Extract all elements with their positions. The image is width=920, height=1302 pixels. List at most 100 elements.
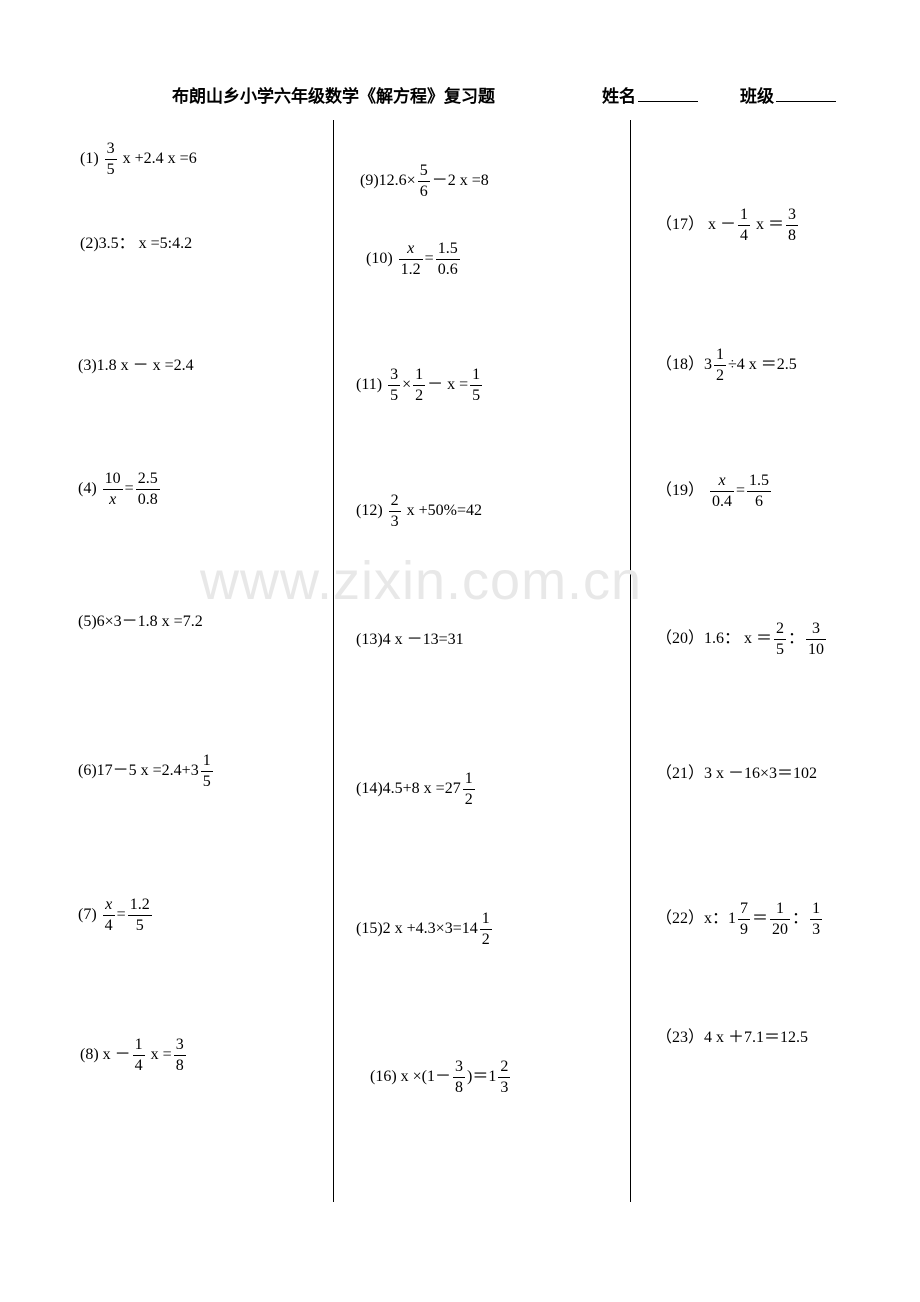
problem-20: （20）1.6： x ＝25：310 (656, 620, 828, 658)
frac-num: 1 (413, 366, 425, 386)
expr-text: )＝1 (467, 1068, 496, 1085)
frac-num: 2 (389, 492, 401, 512)
expr-text: 4 x －13=31 (383, 631, 464, 648)
problem-2: (2)3.5： x =5:4.2 (80, 236, 192, 252)
problem-label: （20） (656, 630, 704, 647)
fraction: 1.56 (747, 472, 771, 510)
expr-text: 1.8 x － x =2.4 (97, 357, 194, 374)
fraction: 15 (470, 366, 482, 404)
problem-3: (3)1.8 x － x =2.4 (78, 358, 194, 374)
frac-num: 10 (103, 470, 123, 490)
fraction: 38 (174, 1036, 186, 1074)
class-blank (776, 87, 836, 102)
problem-label: (5) (78, 613, 97, 630)
problem-label: (8) (80, 1046, 99, 1063)
fraction: x1.2 (399, 240, 423, 278)
frac-den: 4 (133, 1056, 145, 1075)
expr-text: 6×3－1.8 x =7.2 (97, 613, 203, 630)
fraction: 12 (463, 770, 475, 808)
frac-den: 0.8 (136, 490, 160, 509)
frac-num: x (399, 240, 423, 260)
frac-den: 6 (418, 182, 430, 201)
problem-label: (14) (356, 780, 383, 797)
expr-text: x ＝ (752, 216, 784, 233)
frac-den: 1.2 (399, 260, 423, 279)
expr-text: 4.5+8 x =27 (383, 780, 461, 797)
eq-sign: = (736, 482, 745, 499)
expr-text: －2 x =8 (432, 172, 489, 189)
expr-text: － x = (427, 376, 468, 393)
problem-label: （18） (656, 356, 704, 373)
frac-den: x (103, 490, 123, 509)
fraction: 13 (810, 900, 822, 938)
expr-text: x： (704, 910, 728, 927)
frac-num: 1.5 (436, 240, 460, 260)
eq-sign: = (125, 480, 134, 497)
frac-den: 2 (463, 790, 475, 809)
frac-den: 10 (806, 640, 826, 659)
fraction: 79 (738, 900, 750, 938)
problem-label: (15) (356, 920, 383, 937)
frac-num: 3 (174, 1036, 186, 1056)
problem-label: (9) (360, 172, 379, 189)
problem-label: （23） (656, 1029, 704, 1046)
frac-num: 1 (770, 900, 790, 920)
problem-11: (11) 35×12－ x =15 (356, 366, 484, 404)
frac-num: x (710, 472, 734, 492)
frac-num: 3 (105, 140, 117, 160)
problem-1: (1) 35 x +2.4 x =6 (80, 140, 197, 178)
fraction: 120 (770, 900, 790, 938)
frac-num: 1.2 (128, 896, 152, 916)
eq-sign: ＝ (752, 910, 768, 927)
fraction: 23 (498, 1058, 510, 1096)
problem-label: (1) (80, 150, 99, 167)
frac-den: 5 (388, 386, 400, 405)
frac-den: 3 (389, 512, 401, 531)
frac-num: 3 (786, 206, 798, 226)
eq-sign: = (425, 250, 434, 267)
fraction: 310 (806, 620, 826, 658)
problem-23: （23）4 x ＋7.1＝12.5 (656, 1030, 808, 1046)
problem-9: (9)12.6×56－2 x =8 (360, 162, 489, 200)
fraction: 14 (738, 206, 750, 244)
expr-text: 3 (704, 356, 712, 373)
problem-label: (7) (78, 906, 97, 923)
frac-den: 3 (498, 1078, 510, 1097)
problem-18: （18）312÷4 x ＝2.5 (656, 346, 797, 384)
problem-16: (16) x ×(1－38)＝123 (370, 1058, 512, 1096)
problem-7: (7) x4=1.25 (78, 896, 154, 934)
fraction: 25 (774, 620, 786, 658)
frac-num: 3 (388, 366, 400, 386)
frac-num: 5 (418, 162, 430, 182)
problem-19: （19） x0.4=1.56 (656, 472, 773, 510)
name-blank (638, 87, 698, 102)
frac-num: 2.5 (136, 470, 160, 490)
fraction: 23 (389, 492, 401, 530)
problem-22: （22）x：179＝120：13 (656, 900, 824, 938)
frac-den: 6 (747, 492, 771, 511)
expr-text: x +2.4 x =6 (119, 150, 197, 167)
mixed-int: 1 (728, 910, 736, 927)
class-label-text: 班级 (740, 87, 774, 106)
frac-num: 1 (463, 770, 475, 790)
frac-den: 0.6 (436, 260, 460, 279)
frac-den: 0.4 (710, 492, 734, 511)
frac-num: 1 (714, 346, 726, 366)
problem-label: (2) (80, 235, 99, 252)
frac-num: 7 (738, 900, 750, 920)
problem-5: (5)6×3－1.8 x =7.2 (78, 614, 203, 630)
expr-text: x － (99, 1046, 131, 1063)
fraction: 56 (418, 162, 430, 200)
eq-sign: = (117, 906, 126, 923)
name-label: 姓名 (602, 82, 698, 107)
frac-den: 8 (174, 1056, 186, 1075)
problem-17: （17） x －14 x ＝38 (656, 206, 800, 244)
problem-10: (10) x1.2=1.50.6 (366, 240, 462, 278)
fraction: 2.50.8 (136, 470, 160, 508)
name-label-text: 姓名 (602, 87, 636, 106)
frac-num: 2 (498, 1058, 510, 1078)
problem-label: （19） (656, 482, 704, 499)
problem-15: (15)2 x +4.3×3=1412 (356, 910, 494, 948)
fraction: x4 (103, 896, 115, 934)
problem-4: (4) 10x=2.50.8 (78, 470, 162, 508)
